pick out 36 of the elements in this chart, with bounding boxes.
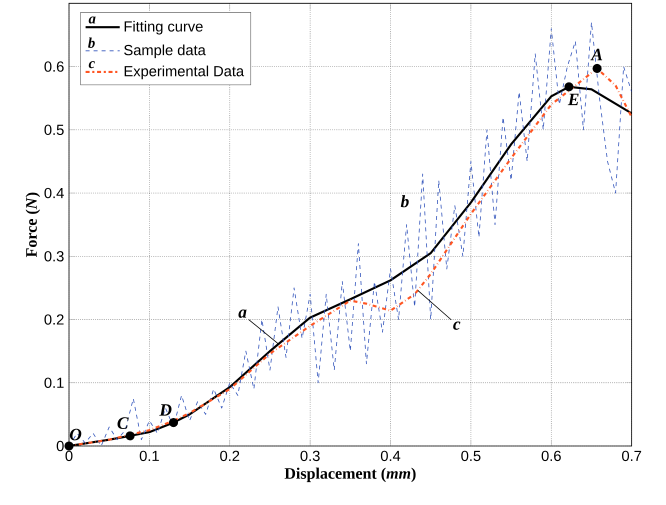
annotation: a bbox=[238, 309, 247, 318]
point bbox=[126, 431, 135, 440]
annotation: c bbox=[88, 61, 95, 68]
x-tick-label: 0.7 bbox=[622, 450, 642, 462]
legend-label: Sample data bbox=[124, 44, 206, 58]
annotation: a bbox=[88, 16, 96, 24]
point bbox=[168, 418, 178, 428]
y-tick-label: 0.4 bbox=[44, 188, 64, 198]
point bbox=[64, 441, 74, 451]
point bbox=[592, 64, 602, 74]
annotation: D bbox=[159, 404, 172, 416]
y-tick-label: 0.5 bbox=[44, 124, 64, 135]
x-tick-label: 0.2 bbox=[220, 450, 240, 462]
annotation: E bbox=[568, 94, 579, 106]
x-tick-label: 0 bbox=[65, 450, 72, 462]
y-tick-label: 0.1 bbox=[44, 378, 64, 388]
x-tick-label: 0.4 bbox=[380, 450, 400, 462]
annotation: O bbox=[70, 428, 82, 440]
x-tick-label: 0.5 bbox=[461, 450, 480, 462]
point bbox=[564, 82, 574, 92]
x-tick-label: 0.3 bbox=[300, 450, 320, 462]
annotation: A bbox=[590, 48, 602, 60]
legend-label: Fitting curve bbox=[124, 20, 203, 35]
annotation: b bbox=[88, 38, 95, 48]
x-tick-label: 0.6 bbox=[542, 450, 561, 462]
y-axis-title: Force (N) bbox=[26, 192, 40, 258]
y-tick-label: 0.2 bbox=[44, 314, 64, 325]
annotation: b bbox=[400, 195, 409, 208]
annotation: C bbox=[118, 417, 129, 429]
y-tick-label: 0 bbox=[56, 440, 64, 452]
x-tick-label: 0.1 bbox=[140, 450, 159, 462]
legend-label: Experimental Data bbox=[124, 66, 244, 80]
x-axis-title: Displacement (mm) bbox=[284, 468, 416, 482]
y-tick-label: 0.3 bbox=[44, 251, 64, 262]
annotation: c bbox=[453, 321, 460, 330]
y-tick-label: 0.6 bbox=[44, 61, 64, 72]
